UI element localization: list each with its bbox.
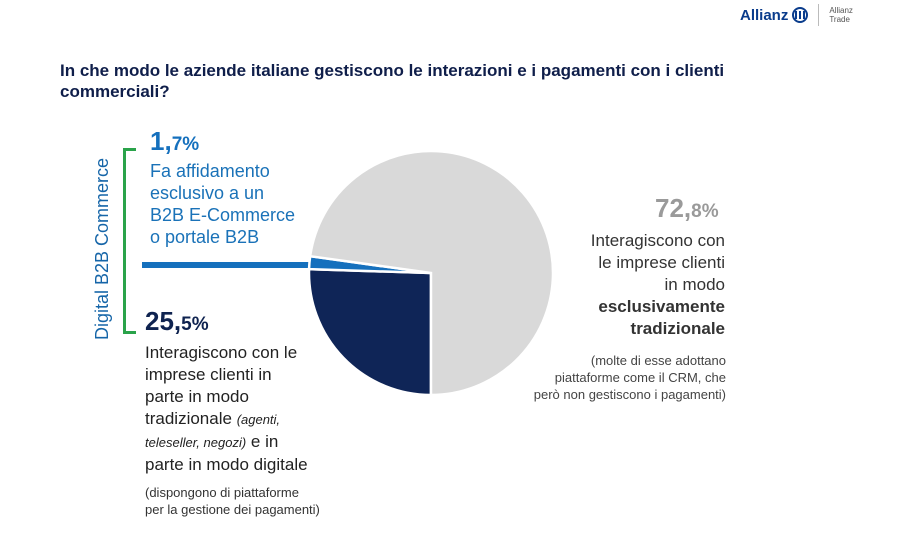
pie-slice-ibrido xyxy=(307,267,433,397)
leader-line-digitale xyxy=(142,262,310,268)
sub-brand: Allianz Trade xyxy=(829,6,853,24)
data-label-tradizionale-pct: 72,8% xyxy=(655,193,719,223)
data-label-ibrido-note: (dispongono di piattaforme per la gestion… xyxy=(145,485,320,517)
logo-divider xyxy=(818,4,820,26)
data-label-tradizionale-note: (molte di esse adottano piattaforme come … xyxy=(533,353,726,402)
pie-slice-tradizionale xyxy=(308,149,555,397)
group-label: Digital B2B Commerce xyxy=(92,157,112,340)
allianz-emblem-icon xyxy=(792,7,809,23)
data-label-ibrido-desc: Interagiscono con le imprese clienti in pa… xyxy=(145,343,308,474)
group-bracket xyxy=(123,148,136,334)
chart-title: In che modo le aziende italiane gestisco… xyxy=(60,61,725,101)
data-label-tradizionale-desc: Interagiscono con le imprese clienti in mo… xyxy=(590,231,725,338)
brand-name: Allianz xyxy=(740,6,789,24)
allianz-trade-logo: Allianz Allianz Trade xyxy=(740,4,853,26)
data-label-digitale-desc: Fa affidamento esclusivo a un B2B E-Commer… xyxy=(150,161,296,247)
data-label-digitale-pct: 1,7% xyxy=(150,126,200,156)
data-label-ibrido-pct: 25,5% xyxy=(145,306,209,336)
